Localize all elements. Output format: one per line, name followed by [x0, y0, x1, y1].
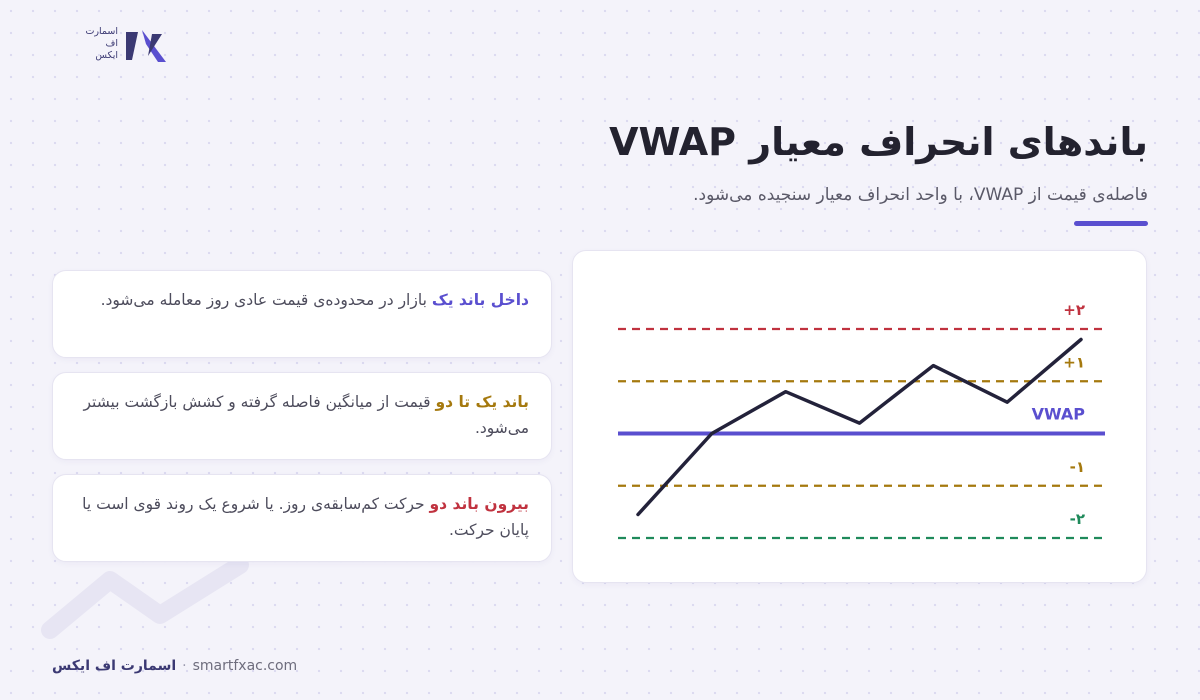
vwap-band-chart: +۲ +۱ VWAP -۱ -۲	[572, 250, 1147, 583]
price-series-line-0	[636, 337, 1083, 517]
footer-separator: ·	[182, 658, 187, 674]
footer-website[interactable]: smartfxac.com	[192, 658, 298, 674]
outside-band-two-card: بیرون باند دو حرکت کم‌سابقه‌ی روز. یا شر…	[52, 474, 552, 562]
band-label-1: +۱	[1063, 353, 1085, 371]
outside-band-two-description: حرکت کم‌سابقه‌ی روز. یا شروع یک روند قوی…	[82, 495, 529, 539]
band-label-4: -۲	[1070, 510, 1085, 528]
logo-line-1: اسمارت	[85, 26, 118, 37]
band-label-0: +۲	[1063, 301, 1085, 319]
band-label-3: -۱	[1070, 458, 1085, 476]
band-one-card: داخل باند یک بازار در محدوده‌ی قیمت عادی…	[52, 270, 552, 358]
page-title: باندهای انحراف معیار VWAP	[609, 120, 1148, 164]
band-one-to-two-heading: باند یک تا دو	[435, 393, 529, 411]
brand-logo-text: اسمارت اف ایکس	[76, 26, 118, 62]
footer-brand: اسمارت اف ایکس	[52, 658, 177, 674]
logo-line-2: اف	[105, 38, 119, 49]
chart-svg: +۲ +۱ VWAP -۱ -۲	[618, 301, 1105, 540]
band-one-to-two-card: باند یک تا دو قیمت از میانگین فاصله گرفت…	[52, 372, 552, 460]
outside-band-two-heading: بیرون باند دو	[429, 495, 529, 513]
footer: اسمارت اف ایکس · smartfxac.com	[52, 656, 297, 676]
band-one-description: بازار در محدوده‌ی قیمت عادی روز معامله م…	[100, 291, 432, 309]
band-label-2: VWAP	[1032, 405, 1086, 424]
logo-line-3: ایکس	[95, 50, 118, 61]
title-accent-bar	[1074, 221, 1148, 226]
background-arrow-decoration	[41, 556, 249, 639]
band-one-heading: داخل باند یک	[431, 291, 529, 309]
band-one-to-two-description: قیمت از میانگین فاصله گرفته و کشش بازگشت…	[83, 393, 530, 437]
brand-logo-icon	[126, 30, 166, 62]
page-subtitle: فاصله‌ی قیمت از VWAP، با واحد انحراف معی…	[693, 185, 1148, 205]
